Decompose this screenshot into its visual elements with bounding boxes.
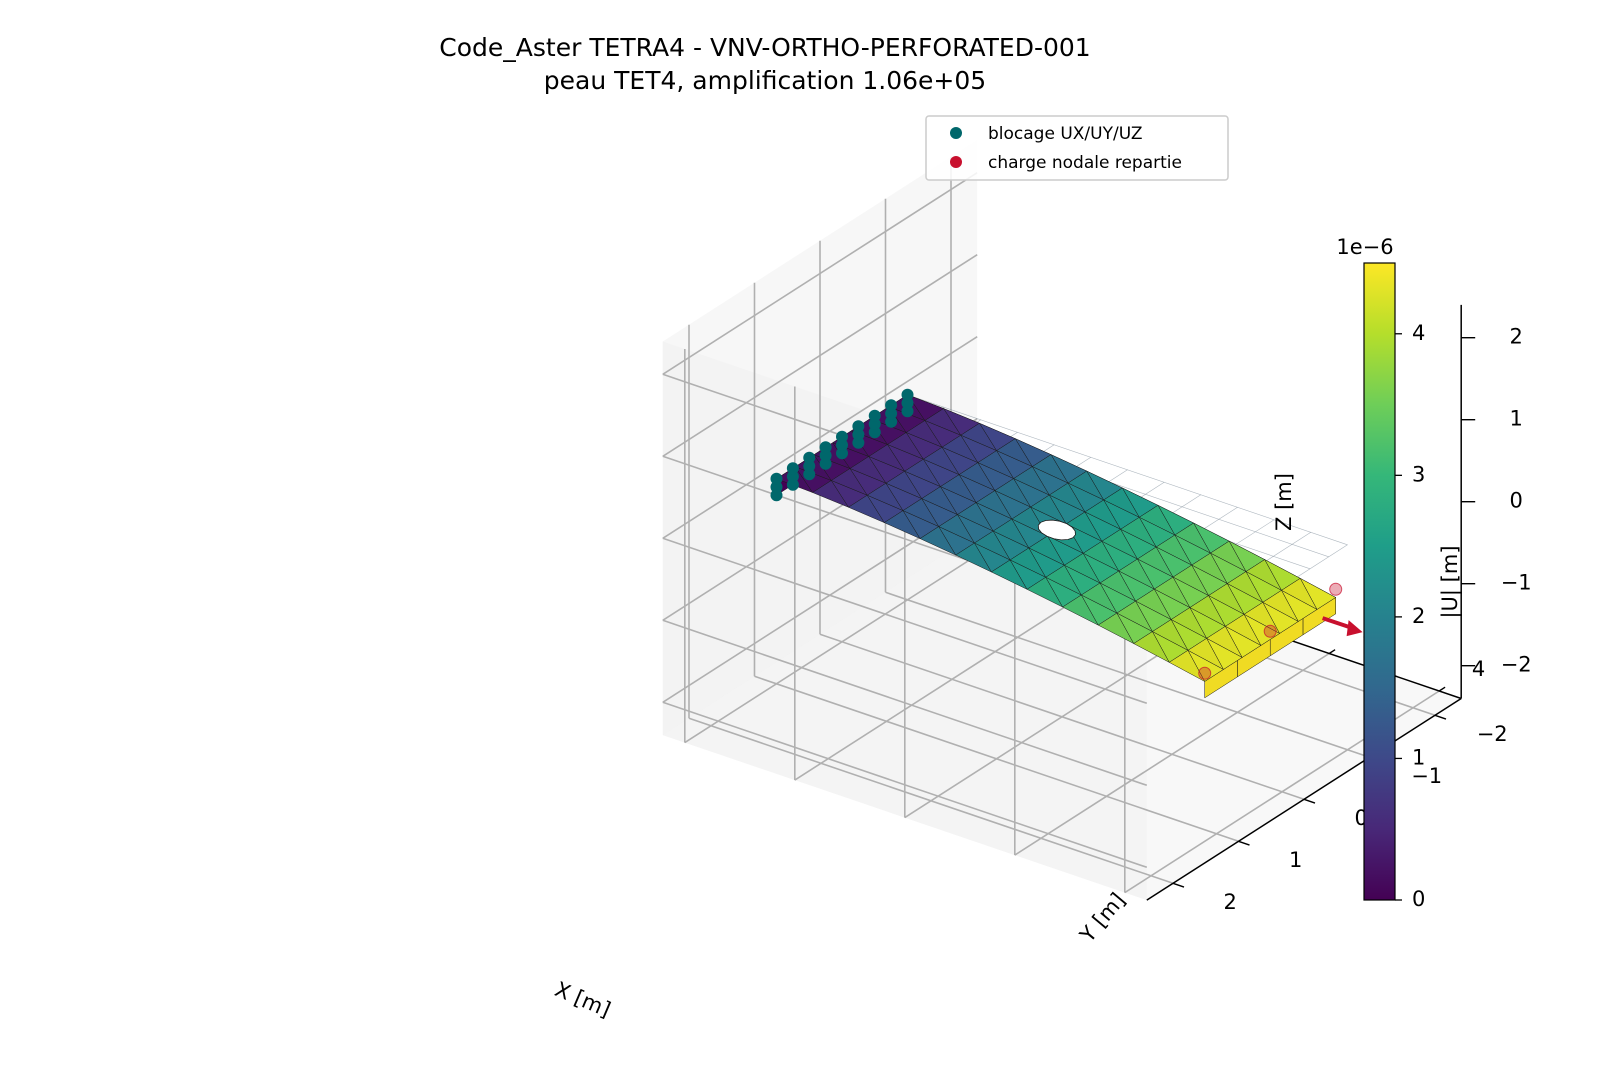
colorbar-gradient [1363, 262, 1396, 901]
marker-charge [1198, 666, 1212, 680]
mesh-element [919, 526, 957, 556]
gridline [662, 537, 1148, 705]
marker-charge [1263, 624, 1277, 638]
mesh-element [1168, 649, 1206, 683]
boundary-markers [770, 388, 1363, 680]
marker-blocage [885, 399, 898, 412]
wire-line [907, 394, 1348, 546]
marker-blocage [786, 478, 799, 491]
z-tick-label: 1 [1510, 407, 1523, 431]
y-tick [1303, 798, 1316, 804]
marker-blocage [901, 388, 914, 401]
marker-blocage [852, 428, 865, 441]
marker-blocage [836, 430, 848, 443]
colorbar-multiplier: 1e−6 [1336, 235, 1393, 259]
y-tick-label: −2 [1477, 722, 1508, 746]
colorbar-tick-label: 3 [1412, 462, 1425, 486]
legend-frame [925, 115, 1229, 181]
gridline [662, 254, 978, 457]
marker-blocage [868, 426, 881, 439]
marker-blocage [868, 409, 881, 422]
colorbar-tick-label: 2 [1412, 604, 1425, 628]
marker-blocage [836, 447, 848, 460]
colorbar-tick-label: 0 [1412, 887, 1425, 911]
chart-subtitle: peau TET4, amplification 1.06e+05 [544, 66, 986, 95]
marker-blocage [786, 462, 799, 475]
z-tick-label: −1 [1501, 571, 1532, 595]
gridline [662, 701, 1148, 869]
marker-blocage [819, 441, 832, 454]
marker-blocage [901, 397, 914, 409]
gridline [662, 619, 1148, 787]
marker-blocage [852, 436, 865, 449]
mesh-element [1097, 612, 1135, 645]
plate-hole [1037, 519, 1076, 541]
mesh-element [1026, 576, 1064, 608]
y-tick-label: −1 [1411, 764, 1442, 788]
legend-label-blocage: blocage UX/UY/UZ [988, 124, 1143, 144]
x-tick [1328, 649, 1336, 655]
gridline [754, 675, 1239, 843]
marker-blocage [803, 451, 816, 464]
gridline [885, 591, 1370, 759]
mesh-element [1133, 631, 1170, 663]
gridline [819, 633, 1305, 801]
chart-title: Code_Aster TETRA4 - VNV-ORTHO-PERFORATED… [439, 33, 1090, 62]
colorbar-label: |U| [m] [1438, 545, 1463, 618]
marker-blocage [786, 470, 799, 483]
marker-blocage [803, 468, 816, 481]
marker-blocage [885, 407, 898, 420]
z-tick-label: 0 [1510, 489, 1523, 513]
marker-blocage [770, 489, 783, 502]
z-tick-label: 2 [1510, 325, 1523, 349]
marker-charge [1329, 582, 1343, 596]
marker-blocage [868, 418, 881, 430]
gridline [688, 717, 1174, 885]
mesh-element [990, 559, 1028, 590]
mesh-element [812, 480, 850, 508]
x-tick-label: 4 [1472, 657, 1485, 681]
marker-blocage [852, 420, 865, 433]
legend-marker-blocage [950, 127, 962, 139]
load-arrow [1321, 616, 1354, 631]
y-axis-label: Y [m] [1075, 888, 1130, 947]
deformed-mesh [775, 394, 1348, 699]
marker-blocage [770, 481, 783, 493]
legend: blocage UX/UY/UZ charge nodale repartie [925, 115, 1229, 181]
mesh-element [847, 494, 885, 524]
legend-label-charge: charge nodale repartie [988, 153, 1182, 173]
y-tick [1172, 882, 1185, 888]
z-tick-label: −2 [1501, 653, 1532, 677]
y-tick [1238, 840, 1250, 846]
load-arrow-head [1346, 620, 1363, 637]
marker-blocage [885, 415, 898, 428]
mesh-element [1062, 594, 1099, 626]
marker-blocage [803, 460, 816, 472]
colorbar-ticks: 0 1 2 3 4 [1395, 321, 1425, 911]
gridline [662, 172, 978, 375]
colorbar: 0 1 2 3 4 1e−6 |U| [m] [1336, 235, 1463, 911]
y-tick-label: 1 [1289, 848, 1302, 872]
colorbar-tick-label: 1 [1412, 745, 1425, 769]
mesh-element [883, 510, 921, 540]
y-tick [1434, 714, 1447, 720]
legend-marker-charge [950, 156, 962, 168]
plate-top-face [775, 394, 1337, 683]
gridline [662, 336, 978, 539]
marker-blocage [819, 449, 832, 462]
marker-blocage [901, 405, 914, 418]
mesh-element [955, 542, 992, 573]
y-tick-label: 2 [1224, 890, 1237, 914]
marker-blocage [836, 439, 848, 451]
x-tick [1438, 686, 1446, 692]
colorbar-tick-label: 4 [1412, 321, 1425, 345]
x-axis-label: X [m] [551, 977, 614, 1022]
marker-blocage [819, 457, 832, 470]
marker-blocage [770, 472, 783, 485]
z-axis-label: Z [m] [1272, 473, 1296, 531]
